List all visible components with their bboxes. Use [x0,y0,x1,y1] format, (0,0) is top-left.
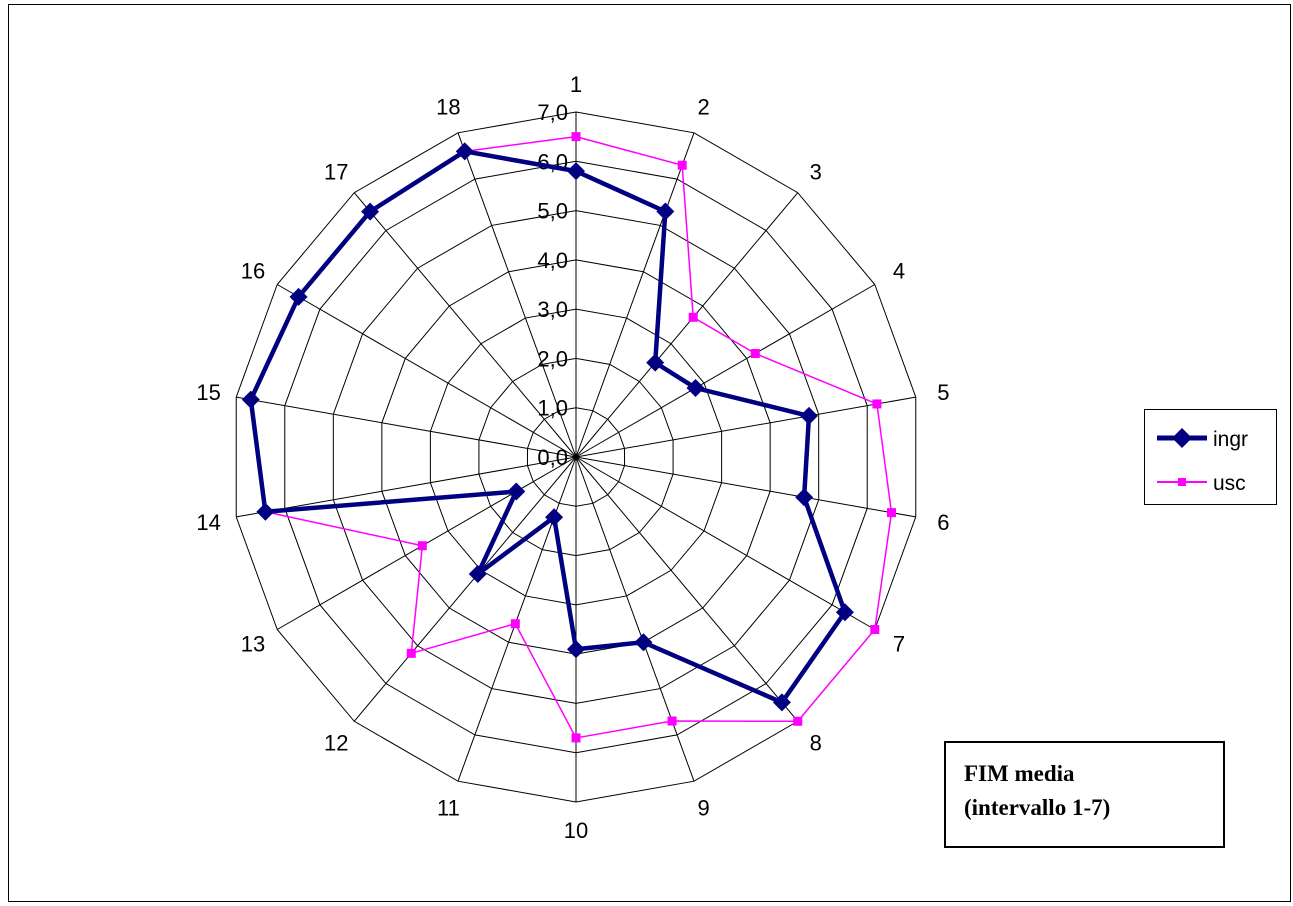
category-label-4: 4 [893,259,905,284]
axis-spoke-7 [575,456,876,630]
grid [235,111,917,803]
marker-ingr-14 [256,502,275,521]
marker-usc-5 [872,399,882,409]
category-label-3: 3 [810,159,822,184]
marker-usc-10 [571,733,581,743]
category-label-12: 12 [324,731,348,756]
axis-spoke-14 [236,456,577,518]
axis-spoke-2 [575,132,695,458]
marker-ingr-17 [361,202,380,221]
annotation-line-2: (intervallo 1-7) [964,795,1111,820]
axis-spoke-11 [457,456,577,782]
marker-usc-4 [750,349,760,358]
axis-spoke-4 [575,284,876,458]
chart-annotation-box: FIM media (intervallo 1-7) [944,741,1225,848]
category-label-14: 14 [196,510,220,535]
category-label-17: 17 [324,159,348,184]
category-label-18: 18 [436,94,460,119]
tick-label-1: 1,0 [537,396,568,421]
marker-usc-2 [677,160,687,170]
marker-usc-11 [510,619,520,629]
marker-usc-3 [688,312,698,322]
marker-ingr-1 [567,162,585,181]
category-label-8: 8 [810,731,822,756]
category-label-9: 9 [697,796,709,821]
category-label-15: 15 [196,380,220,405]
marker-ingr-7 [835,603,854,622]
tick-label-0: 0,0 [537,445,568,470]
series-ingr [241,142,854,712]
category-label-10: 10 [564,818,588,843]
axis-spoke-15 [236,396,577,458]
legend-label-ingr: ingr [1213,428,1248,451]
category-label-16: 16 [241,259,265,284]
marker-ingr-15 [241,390,260,409]
axis-spoke-6 [575,456,916,518]
marker-usc-1 [571,132,581,142]
category-label-5: 5 [937,380,949,405]
marker-ingr-13 [507,482,526,501]
marker-ingr-3 [646,353,665,372]
tick-label-4: 4,0 [537,248,568,273]
marker-usc-6 [886,508,896,518]
category-label-11: 11 [437,796,460,821]
tick-label-3: 3,0 [537,297,568,322]
marker-ingr-12 [468,565,487,584]
axis-spoke-3 [575,192,799,458]
category-label-6: 6 [937,510,949,535]
marker-usc-9 [667,716,677,726]
marker-ingr-9 [634,633,653,652]
marker-ingr-11 [545,508,564,527]
legend-marker-ingr [1172,428,1192,448]
annotation-line-1: FIM media [964,761,1075,786]
legend-label-usc: usc [1213,472,1246,495]
marker-ingr-2 [656,202,675,221]
tick-label-5: 5,0 [537,199,568,224]
marker-usc-13 [417,541,427,551]
marker-ingr-18 [455,142,474,161]
marker-ingr-16 [289,287,308,306]
axis-spoke-8 [575,456,799,722]
marker-ingr-10 [567,640,585,659]
tick-label-7: 7,0 [537,100,568,125]
marker-usc-12 [406,648,416,658]
axis-spoke-12 [353,456,577,722]
category-label-13: 13 [241,632,265,657]
axis-spoke-18 [457,132,577,458]
marker-ingr-6 [795,488,814,507]
axis-spoke-9 [575,456,695,782]
marker-usc-8 [793,716,803,726]
legend: ingr usc [1144,409,1277,505]
axis-spoke-16 [276,284,577,458]
tick-labels: 0,01,02,03,04,05,06,07,0 [537,100,568,470]
marker-ingr-4 [686,379,705,397]
category-label-2: 2 [697,94,709,119]
marker-ingr-5 [799,406,818,425]
axis-spoke-17 [353,192,577,458]
axis-spoke-5 [575,396,916,458]
legend-marker-usc [1178,478,1186,486]
legend-item-ingr: ingr [1157,428,1248,451]
tick-label-2: 2,0 [537,346,568,371]
marker-usc-7 [870,625,880,634]
category-label-7: 7 [893,632,905,657]
marker-ingr-8 [772,693,791,712]
category-label-1: 1 [570,72,582,97]
legend-item-usc: usc [1157,472,1246,495]
